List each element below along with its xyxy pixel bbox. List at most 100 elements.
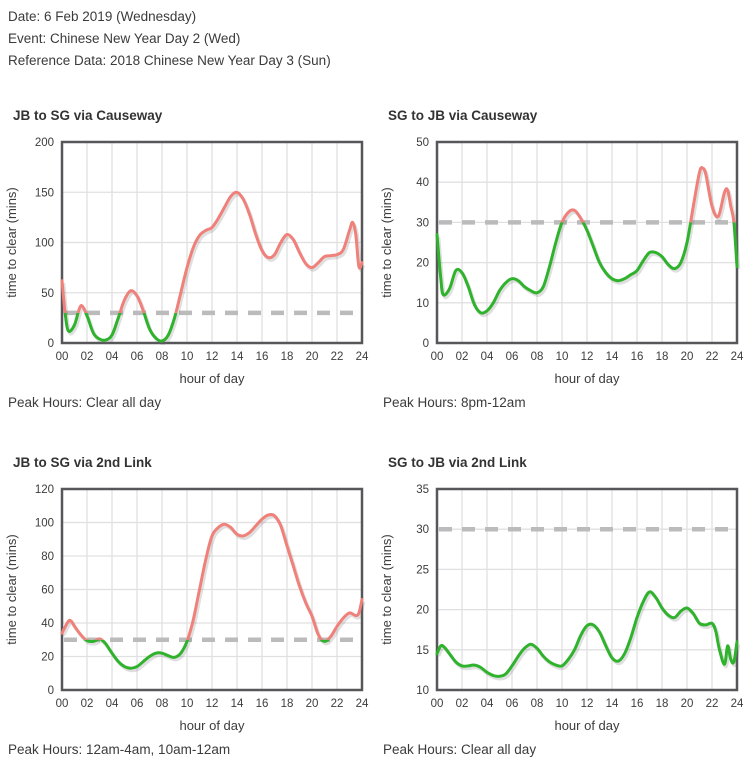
svg-text:10: 10 xyxy=(416,685,429,697)
chart-title-sg-to-jb-2nd-link: SG to JB via 2nd Link xyxy=(388,455,527,470)
svg-text:04: 04 xyxy=(481,698,494,710)
svg-text:10: 10 xyxy=(181,351,194,363)
svg-text:04: 04 xyxy=(106,698,119,710)
svg-text:35: 35 xyxy=(416,484,429,496)
svg-text:16: 16 xyxy=(631,351,644,363)
svg-text:02: 02 xyxy=(456,351,469,363)
svg-text:20: 20 xyxy=(681,351,694,363)
svg-text:18: 18 xyxy=(656,698,669,710)
svg-text:12: 12 xyxy=(206,351,219,363)
line-chart-jb-to-sg-2nd-link: 0 20 40 60 80 100 120 00 02 04 06 08 10 12 14 16 18 20 22 2… xyxy=(4,484,369,733)
chart-panel-sg-to-jb-2nd-link: SG to JB via 2nd Link 10 15 20 25 30 35 00 02 04… xyxy=(375,455,750,767)
svg-text:25: 25 xyxy=(416,564,429,576)
svg-text:04: 04 xyxy=(106,351,119,363)
svg-text:14: 14 xyxy=(606,351,619,363)
line-chart-sg-to-jb-2nd-link: 10 15 20 25 30 35 00 02 04 06 08 10 12 14 16 18 20 22 24 ti… xyxy=(379,484,744,733)
svg-text:06: 06 xyxy=(506,351,519,363)
svg-text:10: 10 xyxy=(556,698,569,710)
svg-text:time to clear (mins): time to clear (mins) xyxy=(379,187,394,298)
svg-text:time to clear (mins): time to clear (mins) xyxy=(379,534,394,645)
svg-text:14: 14 xyxy=(606,698,619,710)
chart-title-sg-to-jb-causeway: SG to JB via Causeway xyxy=(388,108,538,123)
svg-text:16: 16 xyxy=(256,351,269,363)
svg-text:06: 06 xyxy=(131,351,144,363)
svg-text:50: 50 xyxy=(41,288,54,300)
svg-text:20: 20 xyxy=(416,258,429,270)
peak-hours-jb-to-sg-2nd-link: Peak Hours: 12am-4am, 10am-12am xyxy=(8,742,231,757)
svg-text:30: 30 xyxy=(416,524,429,536)
svg-text:40: 40 xyxy=(41,618,54,630)
svg-text:10: 10 xyxy=(416,298,429,310)
peak-hours-jb-to-sg-causeway: Peak Hours: Clear all day xyxy=(8,395,162,410)
svg-text:14: 14 xyxy=(231,698,244,710)
svg-text:22: 22 xyxy=(706,351,719,363)
svg-text:06: 06 xyxy=(131,698,144,710)
svg-text:30: 30 xyxy=(416,217,429,229)
svg-text:120: 120 xyxy=(35,484,54,496)
chart-panel-jb-to-sg-causeway: JB to SG via Causeway 0 50 100 150 200 00 02 04… xyxy=(0,108,375,420)
svg-text:22: 22 xyxy=(706,698,719,710)
svg-text:60: 60 xyxy=(41,585,54,597)
svg-text:08: 08 xyxy=(531,698,544,710)
svg-text:24: 24 xyxy=(731,698,744,710)
svg-text:18: 18 xyxy=(281,351,294,363)
svg-text:16: 16 xyxy=(631,698,644,710)
svg-text:00: 00 xyxy=(56,698,69,710)
svg-text:hour of day: hour of day xyxy=(179,718,245,733)
event-line: Event: Chinese New Year Day 2 (Wed) xyxy=(8,31,241,46)
reference-data-line: Reference Data: 2018 Chinese New Year Da… xyxy=(8,53,331,68)
line-chart-sg-to-jb-causeway: 0 10 20 30 40 50 00 02 04 06 08 10 12 14 16 18 20 22 24 tim… xyxy=(379,137,744,386)
svg-text:0: 0 xyxy=(48,338,54,350)
peak-hours-sg-to-jb-causeway: Peak Hours: 8pm-12am xyxy=(383,395,526,410)
svg-text:14: 14 xyxy=(231,351,244,363)
chart-title-jb-to-sg-2nd-link: JB to SG via 2nd Link xyxy=(13,455,152,470)
svg-text:100: 100 xyxy=(35,238,54,250)
svg-text:hour of day: hour of day xyxy=(179,371,245,386)
svg-text:20: 20 xyxy=(306,351,319,363)
svg-text:time to clear (mins): time to clear (mins) xyxy=(4,187,19,298)
svg-text:15: 15 xyxy=(416,645,429,657)
svg-text:08: 08 xyxy=(531,351,544,363)
svg-text:40: 40 xyxy=(416,177,429,189)
line-chart-jb-to-sg-causeway: 0 50 100 150 200 00 02 04 06 08 10 12 14 16 18 20 22 24 ti… xyxy=(4,137,369,386)
svg-text:200: 200 xyxy=(35,137,54,149)
chart-panel-jb-to-sg-2nd-link: JB to SG via 2nd Link 0 20 40 60 80 100 120 00 0… xyxy=(0,455,375,767)
svg-text:12: 12 xyxy=(206,698,219,710)
svg-text:24: 24 xyxy=(356,698,369,710)
svg-text:02: 02 xyxy=(456,698,469,710)
svg-text:18: 18 xyxy=(656,351,669,363)
svg-text:12: 12 xyxy=(581,351,594,363)
svg-text:100: 100 xyxy=(35,518,54,530)
svg-text:00: 00 xyxy=(431,698,444,710)
svg-text:50: 50 xyxy=(416,137,429,149)
svg-text:20: 20 xyxy=(681,698,694,710)
chart-title-jb-to-sg-causeway: JB to SG via Causeway xyxy=(13,108,163,123)
svg-text:22: 22 xyxy=(331,351,344,363)
svg-text:04: 04 xyxy=(481,351,494,363)
svg-text:00: 00 xyxy=(56,351,69,363)
svg-text:hour of day: hour of day xyxy=(554,718,620,733)
svg-text:02: 02 xyxy=(81,351,94,363)
svg-text:02: 02 xyxy=(81,698,94,710)
svg-text:08: 08 xyxy=(156,351,169,363)
svg-text:0: 0 xyxy=(48,685,54,697)
svg-text:08: 08 xyxy=(156,698,169,710)
peak-hours-sg-to-jb-2nd-link: Peak Hours: Clear all day xyxy=(383,742,537,757)
svg-text:time to clear (mins): time to clear (mins) xyxy=(4,534,19,645)
svg-text:hour of day: hour of day xyxy=(554,371,620,386)
svg-text:06: 06 xyxy=(506,698,519,710)
svg-text:20: 20 xyxy=(416,605,429,617)
date-line: Date: 6 Feb 2019 (Wednesday) xyxy=(8,9,197,24)
report-header: Date: 6 Feb 2019 (Wednesday) Event: Chin… xyxy=(8,6,331,72)
svg-text:18: 18 xyxy=(281,698,294,710)
svg-text:150: 150 xyxy=(35,187,54,199)
svg-text:20: 20 xyxy=(306,698,319,710)
svg-text:20: 20 xyxy=(41,652,54,664)
svg-text:16: 16 xyxy=(256,698,269,710)
svg-text:24: 24 xyxy=(731,351,744,363)
svg-text:80: 80 xyxy=(41,551,54,563)
chart-panel-sg-to-jb-causeway: SG to JB via Causeway 0 10 20 30 40 50 00 02 04 0… xyxy=(375,108,750,420)
svg-text:0: 0 xyxy=(423,338,429,350)
svg-text:00: 00 xyxy=(431,351,444,363)
svg-text:12: 12 xyxy=(581,698,594,710)
